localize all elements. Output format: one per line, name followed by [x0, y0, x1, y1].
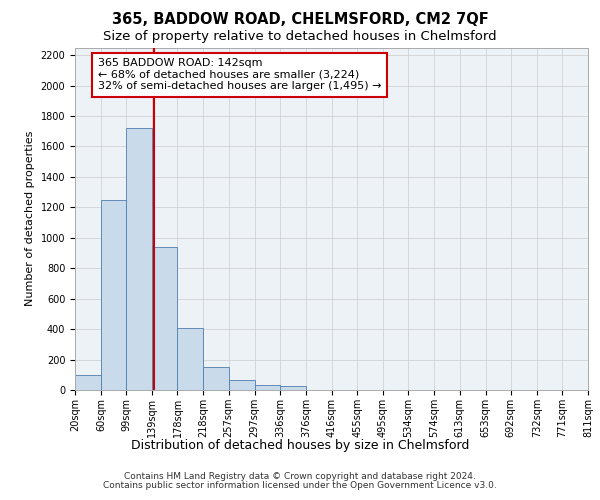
Bar — [280, 386, 306, 390]
Text: Contains public sector information licensed under the Open Government Licence v3: Contains public sector information licen… — [103, 481, 497, 490]
Bar — [75, 375, 101, 390]
Text: Size of property relative to detached houses in Chelmsford: Size of property relative to detached ho… — [103, 30, 497, 43]
Bar — [178, 328, 203, 390]
Bar — [254, 384, 280, 390]
Bar — [203, 367, 229, 390]
Bar — [101, 200, 126, 390]
Text: Contains HM Land Registry data © Crown copyright and database right 2024.: Contains HM Land Registry data © Crown c… — [124, 472, 476, 481]
Bar — [152, 247, 178, 390]
Text: 365 BADDOW ROAD: 142sqm
← 68% of detached houses are smaller (3,224)
32% of semi: 365 BADDOW ROAD: 142sqm ← 68% of detache… — [98, 58, 381, 92]
Y-axis label: Number of detached properties: Number of detached properties — [25, 131, 35, 306]
Bar — [229, 380, 254, 390]
Text: Distribution of detached houses by size in Chelmsford: Distribution of detached houses by size … — [131, 440, 469, 452]
Text: 365, BADDOW ROAD, CHELMSFORD, CM2 7QF: 365, BADDOW ROAD, CHELMSFORD, CM2 7QF — [112, 12, 488, 28]
Bar — [126, 128, 152, 390]
